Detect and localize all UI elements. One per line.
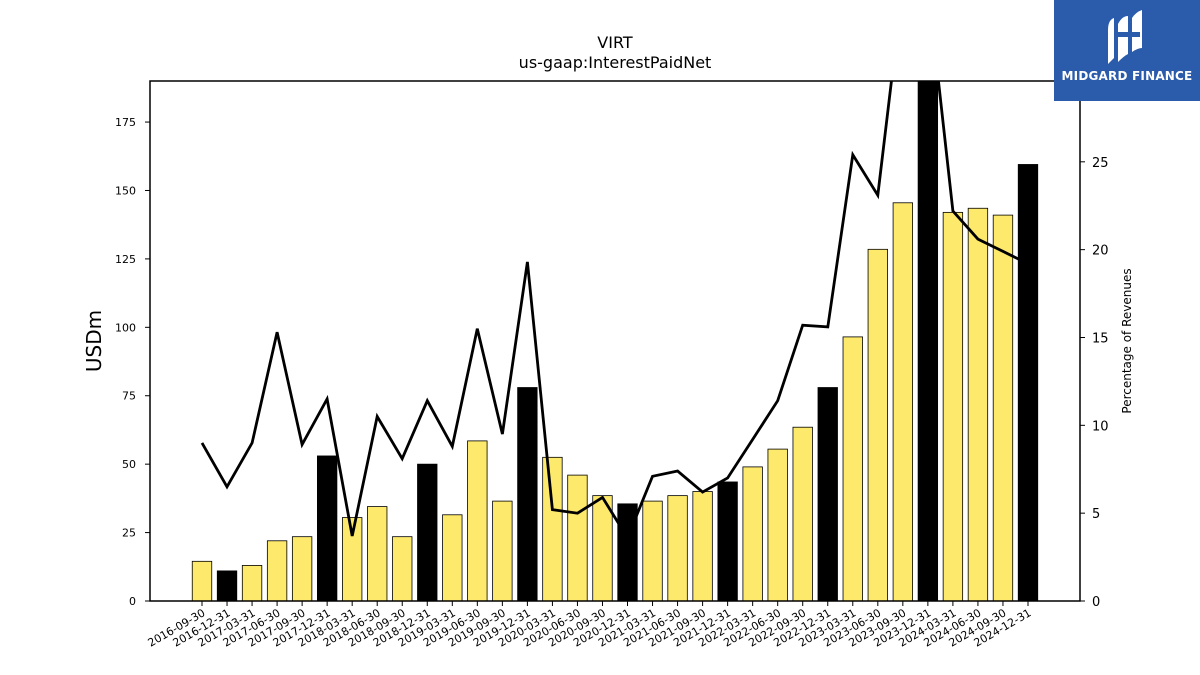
bar-2017-06-30 <box>266 540 288 602</box>
bar-2020-09-30 <box>592 495 613 602</box>
y2-axis-label: Percentage of Revenues <box>1120 268 1134 413</box>
chart-subtitle: us-gaap:InterestPaidNet <box>519 53 712 72</box>
y2-tick-label: 15 <box>1092 331 1109 346</box>
y-tick-label: 150 <box>115 184 136 197</box>
bar-2021-12-31 <box>717 481 738 602</box>
bar-2023-03-31 <box>842 336 863 602</box>
bar-2022-03-31 <box>742 466 763 602</box>
brand-logo: MIDGARD FINANCE <box>1054 0 1200 101</box>
y-tick-label: 75 <box>122 390 136 403</box>
bar-2023-09-30 <box>892 202 913 602</box>
bar-2019-12-31 <box>517 387 538 602</box>
bar-2023-12-31 <box>917 80 939 602</box>
bar-2020-03-31 <box>542 456 563 602</box>
y-tick-label: 100 <box>115 321 136 334</box>
bar-2022-06-30 <box>767 448 788 602</box>
bars-layer <box>191 80 1039 602</box>
bar-2021-06-30 <box>667 495 688 602</box>
plot-frame <box>149 80 1081 602</box>
bar-2022-12-31 <box>817 387 838 602</box>
y2-tick-label: 25 <box>1092 156 1109 171</box>
bar-2017-12-31 <box>316 455 338 602</box>
bar-2019-06-30 <box>467 440 488 602</box>
line-layer <box>200 81 1029 541</box>
bar-2017-09-30 <box>291 536 313 602</box>
chart-title: VIRT <box>597 33 633 52</box>
x-axis: 2016-09-302016-12-312017-03-312017-06-30… <box>146 601 1033 650</box>
y-tick-label: 0 <box>129 595 136 608</box>
bar-2024-03-31 <box>942 211 964 602</box>
bar-2019-03-31 <box>442 514 463 602</box>
y-axis-label: USDm <box>82 310 106 372</box>
bar-2018-12-31 <box>417 463 438 602</box>
y-tick-label: 25 <box>122 527 136 540</box>
revenue-percentage-line <box>200 81 1029 541</box>
y-axis-right: 0 5 10 15 20 25 <box>1080 156 1109 610</box>
brand-name: MIDGARD FINANCE <box>1061 69 1193 83</box>
bar-2016-09-30 <box>191 560 213 602</box>
bar-2018-09-30 <box>392 536 413 602</box>
bar-2024-09-30 <box>992 214 1014 602</box>
bar-2018-06-30 <box>367 506 388 602</box>
y2-tick-label: 5 <box>1092 507 1100 522</box>
bar-2023-06-30 <box>867 248 888 602</box>
y2-tick-label: 0 <box>1092 595 1100 610</box>
bar-2024-12-31 <box>1017 164 1039 602</box>
midgard-logo-icon <box>1108 10 1142 64</box>
y2-tick-label: 10 <box>1092 419 1109 434</box>
y-tick-label: 175 <box>115 116 136 129</box>
y-tick-label: 50 <box>122 458 136 471</box>
bar-2021-09-30 <box>692 491 713 602</box>
y2-tick-label: 20 <box>1092 244 1109 259</box>
bar-2024-06-30 <box>967 207 989 602</box>
bar-2020-06-30 <box>567 474 588 602</box>
bar-2021-03-31 <box>642 500 663 602</box>
bar-2016-12-31 <box>216 570 238 602</box>
bar-2019-09-30 <box>492 500 513 602</box>
bar-2017-03-31 <box>241 565 263 602</box>
bar-2022-09-30 <box>792 426 813 602</box>
y-tick-label: 125 <box>115 253 136 266</box>
y-axis-left: 0 25 50 75 100 125 150 175 <box>115 116 150 608</box>
